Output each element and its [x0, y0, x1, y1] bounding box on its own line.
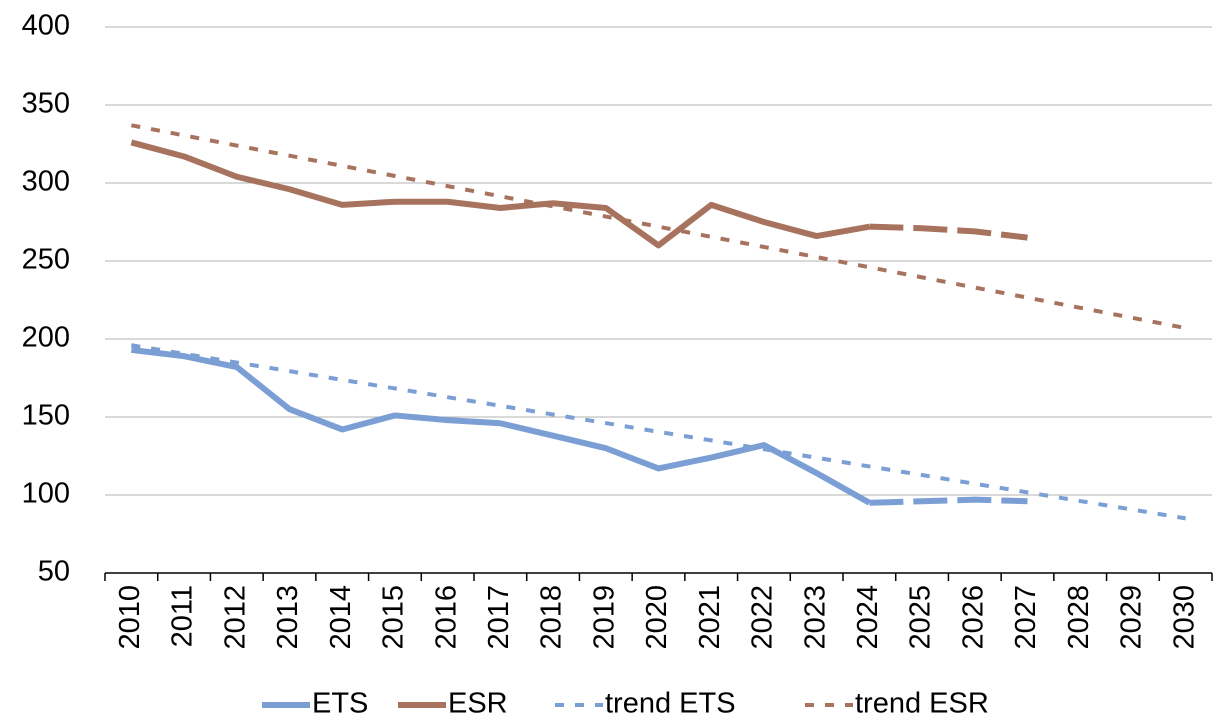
y-tick-label: 100 — [22, 478, 70, 510]
x-tick-label: 2021 — [694, 585, 726, 650]
y-tick-label: 400 — [22, 10, 70, 42]
x-tick-label: 2019 — [588, 585, 620, 650]
x-tick-label: 2014 — [325, 585, 357, 650]
x-tick-label: 2027 — [1010, 585, 1042, 650]
x-tick-label: 2020 — [641, 585, 673, 650]
x-tick-label: 2024 — [852, 585, 884, 650]
x-tick-label: 2026 — [957, 585, 989, 650]
y-tick-label: 300 — [22, 166, 70, 198]
trend-line — [130, 123, 1187, 331]
x-tick-label: 2028 — [1063, 585, 1095, 650]
legend-label: trend ETS — [605, 688, 736, 720]
x-tick-label: 2016 — [430, 585, 462, 650]
y-tick-label: 200 — [22, 322, 70, 354]
series-line — [130, 139, 870, 249]
series-line — [131, 346, 871, 506]
y-tick-label: 150 — [22, 400, 70, 432]
x-tick-label: 2010 — [114, 585, 146, 650]
projection-line — [869, 223, 1028, 241]
x-tick-label: 2029 — [1116, 585, 1148, 650]
x-tick-label: 2017 — [483, 585, 515, 650]
y-tick-label: 50 — [38, 556, 70, 588]
x-tick-label: 2012 — [219, 585, 251, 650]
x-tick-label: 2025 — [905, 585, 937, 650]
x-tick-label: 2011 — [167, 585, 199, 647]
projection-line — [869, 496, 1028, 506]
x-tick-label: 2023 — [799, 585, 831, 650]
y-tick-label: 250 — [22, 244, 70, 276]
x-tick-label: 2015 — [378, 585, 410, 650]
legend-label: ETS — [312, 688, 368, 720]
legend-label: ESR — [448, 688, 508, 720]
legend-label: trend ESR — [855, 688, 989, 720]
y-tick-label: 350 — [22, 88, 70, 120]
x-tick-label: 2013 — [272, 585, 304, 650]
x-tick-label: 2022 — [747, 585, 779, 650]
x-tick-label: 2030 — [1168, 585, 1200, 650]
trend-line — [131, 343, 1186, 521]
x-tick-label: 2018 — [536, 585, 568, 650]
